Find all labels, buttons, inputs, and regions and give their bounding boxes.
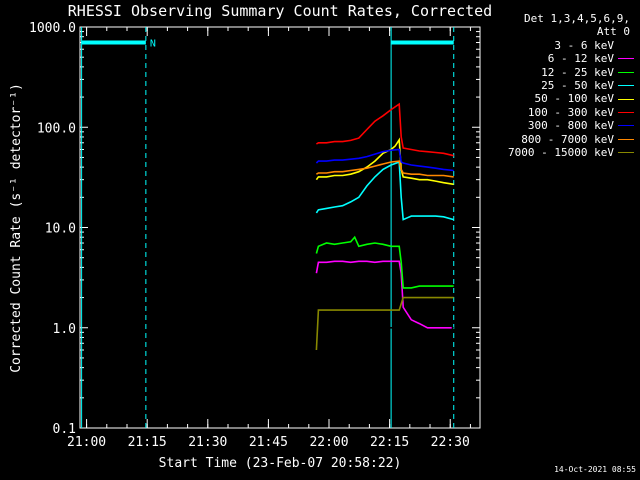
plot-area: 0.1 1.0 10.0 100.0 1000.0 21:00 21:15 21:30 21:4…	[29, 21, 481, 450]
legend-swatch	[618, 152, 634, 154]
legend-attenuator-header: Att 0	[596, 25, 630, 39]
y-tick-label: 1.0	[53, 322, 76, 337]
x-tick-label: 21:00	[67, 435, 106, 450]
x-tick-label: 21:15	[128, 435, 167, 450]
generated-timestamp: 14-Oct-2021 08:55	[554, 465, 636, 474]
y-tick-label: 1000.0	[29, 21, 76, 36]
legend-entry: 7000 - 15000 keV	[482, 146, 638, 159]
series-line	[315, 235, 454, 289]
legend: Det 1,3,4,5,6,9, Att 0 3 - 6 keV 6 - 12 k…	[482, 12, 638, 159]
legend-entry: 12 - 25 keV	[482, 66, 638, 79]
legend-entry-label: 3 - 6 keV	[554, 38, 614, 52]
legend-entry: 6 - 12 keV	[482, 52, 638, 65]
legend-entry: 50 - 100 keV	[482, 92, 638, 105]
legend-swatch	[618, 138, 634, 140]
series-line	[315, 160, 454, 178]
legend-entry-label: 50 - 100 keV	[534, 92, 614, 106]
legend-entry-label: 12 - 25 keV	[541, 65, 614, 79]
legend-entry: 800 - 7000 keV	[482, 133, 638, 146]
x-tick-label: 22:30	[431, 435, 470, 450]
legend-swatch	[618, 111, 634, 113]
plot-frame	[79, 26, 481, 429]
y-axis-label: Corrected Count Rate (s⁻¹ detector⁻¹)	[9, 83, 24, 373]
legend-entry: 300 - 800 keV	[482, 119, 638, 132]
y-tick-label: 100.0	[37, 121, 76, 136]
night-annotation: N	[150, 39, 156, 50]
legend-entry: 25 - 50 keV	[482, 79, 638, 92]
chart-title: RHESSI Observing Summary Count Rates, Co…	[68, 2, 492, 20]
series-line	[315, 160, 454, 221]
x-tick-label: 22:00	[309, 435, 348, 450]
legend-entry-label: 7000 - 15000 keV	[508, 145, 614, 159]
legend-entry-label: 25 - 50 keV	[541, 78, 614, 92]
legend-swatch	[618, 85, 634, 87]
x-axis-label: Start Time (23-Feb-07 20:58:22)	[159, 456, 402, 471]
legend-detector-header: Det 1,3,4,5,6,9,	[524, 12, 630, 25]
x-tick-label: 22:15	[370, 435, 409, 450]
series-line	[315, 296, 454, 351]
legend-entry-label: 100 - 300 keV	[527, 105, 614, 119]
legend-swatch	[618, 71, 634, 73]
x-tick-label: 21:30	[188, 435, 227, 450]
legend-entries: 3 - 6 keV 6 - 12 keV 12 - 25 keV 25 - 50 ke…	[482, 39, 638, 160]
y-tick-label: 0.1	[53, 422, 76, 437]
series-line	[315, 260, 452, 329]
legend-swatch	[618, 125, 634, 127]
series-line	[315, 102, 454, 157]
series-line	[315, 137, 454, 186]
y-tick-label: 10.0	[45, 222, 76, 237]
legend-entry: 100 - 300 keV	[482, 106, 638, 119]
x-tick-label: 21:45	[249, 435, 288, 450]
legend-entry: 3 - 6 keV	[482, 39, 638, 52]
series-line	[315, 148, 454, 172]
legend-entry-label: 800 - 7000 keV	[521, 132, 614, 146]
legend-swatch	[618, 98, 634, 100]
legend-entry-label: 6 - 12 keV	[547, 52, 614, 66]
legend-swatch	[618, 45, 634, 46]
legend-swatch	[618, 58, 634, 60]
legend-entry-label: 300 - 800 keV	[527, 119, 614, 133]
